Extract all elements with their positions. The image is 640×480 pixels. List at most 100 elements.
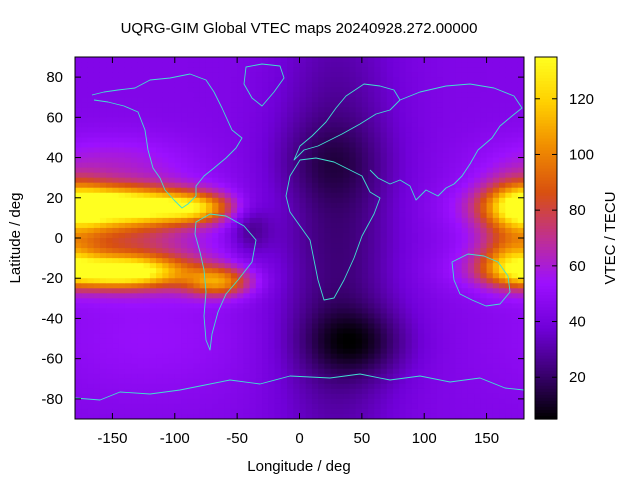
heatmap-cell	[255, 248, 263, 254]
heatmap-cell	[399, 383, 407, 390]
heatmap-cell	[480, 57, 488, 63]
heatmap-cell	[430, 288, 438, 294]
heatmap-cell	[405, 343, 413, 350]
heatmap-cell	[106, 187, 114, 194]
heatmap-cell	[474, 117, 481, 123]
heatmap-cell	[455, 107, 463, 113]
heatmap-cell	[343, 72, 350, 78]
heatmap-cell	[492, 227, 500, 234]
heatmap-cell	[199, 308, 207, 315]
heatmap-cell	[268, 217, 276, 224]
heatmap-cell	[430, 137, 438, 144]
heatmap-cell	[442, 253, 450, 259]
heatmap-cell	[474, 358, 481, 365]
heatmap-cell	[118, 67, 126, 73]
heatmap-cell	[430, 217, 438, 224]
heatmap-cell	[280, 253, 288, 259]
heatmap-cell	[106, 202, 114, 209]
heatmap-cell	[106, 197, 114, 204]
heatmap-cell	[318, 122, 326, 128]
heatmap-cell	[118, 348, 126, 355]
heatmap-cell	[112, 263, 120, 269]
heatmap-cell	[399, 308, 407, 315]
heatmap-cell	[486, 308, 494, 315]
heatmap-cell	[393, 263, 400, 269]
heatmap-cell	[131, 323, 138, 330]
heatmap-cell	[243, 358, 251, 365]
heatmap-cell	[249, 232, 257, 239]
heatmap-cell	[149, 137, 157, 144]
heatmap-cell	[305, 273, 313, 279]
heatmap-cell	[455, 248, 463, 254]
heatmap-cell	[461, 388, 469, 395]
heatmap-cell	[268, 388, 276, 395]
heatmap-cell	[118, 137, 126, 144]
heatmap-cell	[99, 82, 107, 88]
heatmap-cell	[355, 87, 363, 93]
heatmap-cell	[430, 408, 438, 415]
heatmap-cell	[399, 182, 407, 189]
heatmap-cell	[436, 202, 444, 209]
heatmap-cell	[361, 313, 369, 320]
heatmap-cell	[255, 82, 263, 88]
heatmap-cell	[399, 238, 407, 244]
heatmap-cell	[224, 217, 232, 224]
heatmap-cell	[274, 328, 282, 335]
heatmap-cell	[455, 67, 463, 73]
heatmap-cell	[343, 308, 350, 315]
heatmap-cell	[405, 383, 413, 390]
heatmap-cell	[355, 142, 363, 149]
heatmap-cell	[75, 248, 82, 254]
heatmap-cell	[268, 72, 276, 78]
heatmap-cell	[492, 212, 500, 219]
heatmap-cell	[343, 273, 350, 279]
heatmap-cell	[193, 207, 201, 214]
heatmap-cell	[118, 82, 126, 88]
heatmap-cell	[343, 97, 350, 103]
heatmap-cell	[442, 323, 450, 330]
heatmap-cell	[193, 318, 201, 325]
heatmap-cell	[305, 127, 313, 134]
heatmap-cell	[243, 308, 251, 315]
heatmap-cell	[268, 373, 276, 380]
heatmap-cell	[311, 273, 319, 279]
heatmap-cell	[492, 263, 500, 269]
heatmap-cell	[417, 187, 425, 194]
heatmap-cell	[318, 278, 326, 284]
heatmap-cell	[156, 117, 163, 123]
heatmap-cell	[368, 222, 375, 229]
heatmap-cell	[355, 112, 363, 118]
heatmap-cell	[430, 373, 438, 380]
heatmap-cell	[112, 393, 120, 400]
heatmap-cell	[218, 343, 226, 350]
heatmap-cell	[193, 253, 201, 259]
heatmap-cell	[461, 408, 469, 415]
heatmap-cell	[205, 413, 213, 419]
heatmap-cell	[268, 102, 276, 108]
heatmap-cell	[131, 157, 138, 164]
heatmap-cell	[499, 318, 506, 325]
heatmap-cell	[268, 238, 276, 244]
heatmap-cell	[318, 97, 326, 103]
heatmap-cell	[361, 403, 369, 410]
heatmap-cell	[280, 358, 288, 365]
heatmap-cell	[249, 122, 257, 128]
heatmap-cell	[181, 192, 188, 199]
heatmap-cell	[361, 157, 369, 164]
heatmap-cell	[230, 368, 238, 375]
heatmap-cell	[149, 293, 157, 299]
heatmap-cell	[343, 403, 350, 410]
heatmap-cell	[162, 107, 170, 113]
heatmap-cell	[218, 197, 226, 204]
heatmap-cell	[237, 263, 244, 269]
heatmap-cell	[187, 343, 195, 350]
heatmap-cell	[268, 368, 276, 375]
heatmap-cell	[112, 373, 120, 380]
heatmap-cell	[355, 333, 363, 340]
heatmap-cell	[268, 258, 276, 264]
heatmap-cell	[174, 217, 182, 224]
heatmap-cell	[280, 172, 288, 179]
heatmap-cell	[336, 127, 344, 134]
heatmap-cell	[137, 338, 145, 345]
heatmap-cell	[81, 67, 89, 73]
